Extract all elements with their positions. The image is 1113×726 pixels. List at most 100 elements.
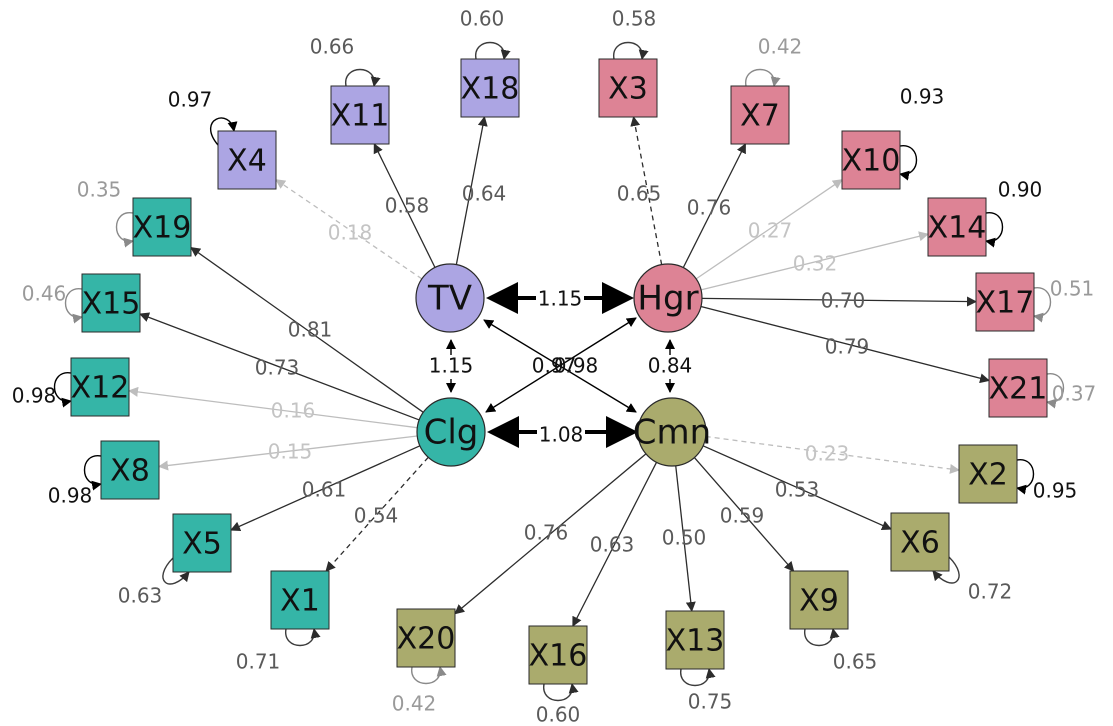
error-variance-label-x15: 0.46 <box>22 282 67 306</box>
observed-variable-x17: X17 <box>975 272 1035 332</box>
loading-label-x18: 0.64 <box>462 182 507 206</box>
latent-label-hgr: Hgr <box>637 279 698 319</box>
observed-variable-x10: X10 <box>841 130 901 190</box>
error-loop-x12 <box>54 369 81 408</box>
box-label-x1: X1 <box>280 584 320 619</box>
error-variance-label-x1: 0.71 <box>236 650 281 674</box>
observed-variable-x18: X18 <box>460 58 520 118</box>
loading-arrow-x19 <box>190 246 424 413</box>
box-label-x18: X18 <box>461 72 520 107</box>
loading-label-x15: 0.73 <box>255 356 300 380</box>
error-variance-label-x4: 0.97 <box>168 88 213 112</box>
error-loop-x13 <box>677 659 716 686</box>
box-x6 <box>890 512 950 572</box>
box-x12 <box>70 357 130 417</box>
error-variances <box>54 42 1064 701</box>
loading-arrow-x18 <box>455 116 488 265</box>
observed-variable-x14: X14 <box>927 197 987 257</box>
loading-label-x7: 0.76 <box>687 196 732 220</box>
error-loop-x15 <box>65 285 92 324</box>
box-label-x14: X14 <box>928 211 987 246</box>
box-x13 <box>665 610 725 670</box>
observed-variable-x5: X5 <box>172 513 232 573</box>
error-variance-label-x7: 0.42 <box>758 35 803 59</box>
covariance-label-bg <box>427 355 475 379</box>
coefficient-labels: 0.58 0.64 0.18 0.65 0.76 0.270.32 0.70 0.79 0.81… <box>12 7 1097 726</box>
loading-arrow-x10 <box>695 179 843 280</box>
loading-arrow-x12 <box>128 386 418 429</box>
observed-variable-x20: X20 <box>396 608 456 668</box>
covariance-label-hgr-clg: 0.98 <box>554 354 599 378</box>
loading-arrow-x5 <box>230 445 421 531</box>
error-variance-label-x6: 0.72 <box>968 580 1013 604</box>
observed-variable-x16: X16 <box>528 625 588 685</box>
box-x18 <box>460 58 520 118</box>
box-label-x3: X3 <box>608 72 648 107</box>
observed-variable-x13: X13 <box>665 610 725 670</box>
loading-label-x11: 0.58 <box>385 194 430 218</box>
latent-circle-cmn <box>637 397 707 467</box>
loading-label-x8: 0.15 <box>268 440 313 464</box>
error-variance-label-x21: 0.37 <box>1052 382 1097 406</box>
box-x15 <box>81 273 141 333</box>
box-label-x5: X5 <box>182 527 222 562</box>
box-label-x8: X8 <box>110 454 150 489</box>
box-label-x19: X19 <box>133 211 192 246</box>
error-variance-label-x8: 0.98 <box>48 484 93 508</box>
loading-label-x10: 0.27 <box>748 219 793 243</box>
loading-label-x17: 0.70 <box>821 289 866 313</box>
box-x9 <box>789 570 849 630</box>
error-loop-x4 <box>210 117 238 156</box>
box-x16 <box>528 625 588 685</box>
loading-arrow-x21 <box>700 305 990 384</box>
latent-factor-cmn: Cmn <box>633 397 711 467</box>
box-x14 <box>927 197 987 257</box>
box-x1 <box>270 570 330 630</box>
covariance-label-tv-clg: 1.15 <box>429 354 474 378</box>
box-label-x13: X13 <box>666 624 725 659</box>
error-variance-label-x18: 0.60 <box>460 7 505 31</box>
loading-arrow-x7 <box>682 143 747 268</box>
error-loop-x9 <box>801 619 840 646</box>
loading-label-x1: 0.54 <box>354 504 399 528</box>
box-label-x4: X4 <box>227 144 267 179</box>
observed-variable-x11: X11 <box>330 85 390 145</box>
error-variance-label-x13: 0.75 <box>688 690 733 714</box>
loading-arrow-x8 <box>158 435 418 471</box>
box-x17 <box>975 272 1035 332</box>
latent-factor-clg: Clg <box>416 397 486 467</box>
observed-variable-x12: X12 <box>70 357 130 417</box>
error-loop-x3 <box>610 42 649 69</box>
loading-label-x13: 0.50 <box>662 526 707 550</box>
box-label-x20: X20 <box>397 622 456 657</box>
error-loop-x18 <box>472 42 511 69</box>
box-x8 <box>100 440 160 500</box>
error-loop-x20 <box>408 657 447 684</box>
latent-circle-clg <box>416 397 486 467</box>
loading-label-x12: 0.16 <box>271 399 316 423</box>
error-variance-label-x14: 0.90 <box>998 178 1043 202</box>
box-label-x2: X2 <box>968 458 1008 493</box>
loading-label-x6: 0.53 <box>775 478 820 502</box>
box-x3 <box>598 58 658 118</box>
loading-arrow-x15 <box>139 312 420 421</box>
loading-label-x9: 0.59 <box>720 504 765 528</box>
error-variance-label-x9: 0.65 <box>833 650 878 674</box>
error-variance-label-x12: 0.98 <box>12 384 57 408</box>
box-x20 <box>396 608 456 668</box>
observed-variables: X11 X18 X4 X3 X7 X10 X14 X17 X21 X19 X15 X12 X8 X5 X1 X… <box>70 58 1048 685</box>
error-loop-x16 <box>540 674 579 701</box>
loading-arrow-x2 <box>705 435 960 474</box>
observed-variable-x15: X15 <box>81 273 141 333</box>
error-loop-x19 <box>116 209 143 248</box>
box-x7 <box>730 85 790 145</box>
observed-variable-x4: X4 <box>217 130 277 190</box>
box-x10 <box>841 130 901 190</box>
covariance-label-bg <box>536 288 584 312</box>
error-loop-x8 <box>84 452 111 491</box>
box-label-x7: X7 <box>740 99 780 134</box>
latent-factor-hgr: Hgr <box>633 263 703 333</box>
error-variance-label-x3: 0.58 <box>612 7 657 31</box>
observed-variable-x2: X2 <box>958 444 1018 504</box>
observed-variable-x3: X3 <box>598 58 658 118</box>
